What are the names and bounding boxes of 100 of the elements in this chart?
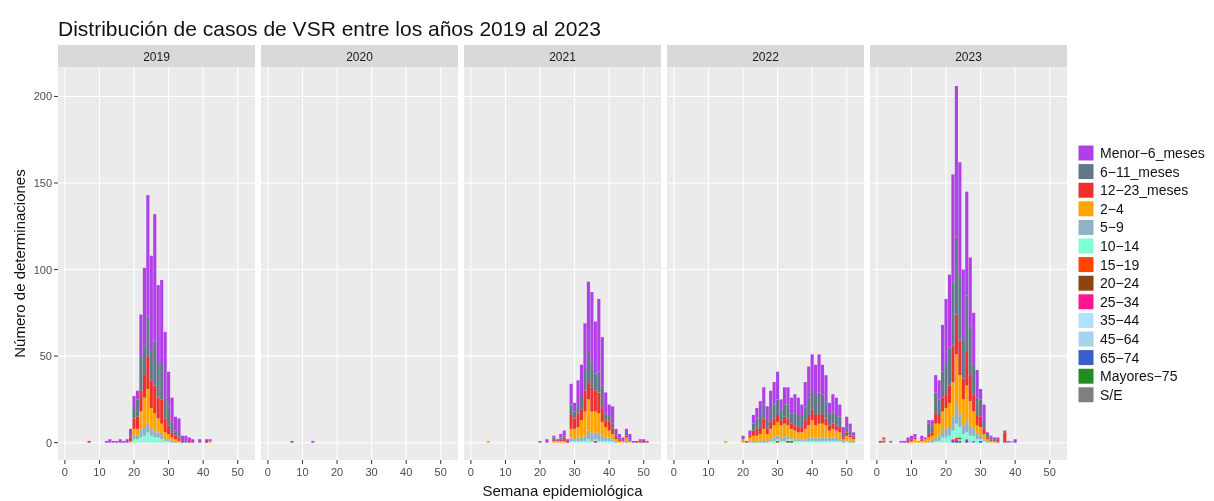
bar [569, 404, 573, 415]
x-tick-label: 10 [296, 466, 309, 478]
bar [135, 428, 140, 436]
bar [947, 435, 952, 443]
bar [820, 414, 825, 424]
bar [927, 423, 931, 435]
bar [607, 421, 611, 431]
bar [965, 432, 969, 440]
bar [793, 394, 797, 414]
x-tick-label: 20 [939, 466, 953, 478]
bar [834, 397, 838, 415]
bar [979, 416, 983, 428]
bar [975, 369, 979, 398]
legend-label: 25−34 [1100, 293, 1140, 310]
bar [817, 392, 821, 414]
bar [772, 418, 776, 426]
bar [604, 392, 608, 414]
bar [593, 411, 597, 433]
bar [600, 435, 604, 441]
bar [934, 392, 938, 414]
bar [793, 425, 797, 431]
bar [930, 420, 934, 426]
chart-subtitle: 2021 [549, 50, 577, 64]
bar [149, 428, 153, 436]
y-tick-label: 100 [33, 263, 52, 276]
bar [982, 404, 986, 422]
text: Distribución de casos de VSR entre los años 2019 al 2023 [58, 17, 601, 40]
x-tick-label: 30 [568, 466, 581, 478]
legend-label: Menor−6_meses [1100, 145, 1205, 161]
bar [576, 413, 580, 428]
bar [807, 414, 811, 426]
bar [132, 418, 136, 429]
y-tick-label: 50 [39, 350, 52, 363]
bar [965, 385, 969, 421]
y-tick-label: 0 [45, 436, 52, 449]
bar [779, 425, 783, 438]
x-tick-label: 50 [434, 466, 447, 478]
x-tick-label: 20 [736, 466, 750, 478]
bar [817, 413, 821, 424]
legend-label: Mayores−75 [1100, 368, 1178, 385]
bar [810, 409, 814, 421]
legend-label: 2−4 [1100, 200, 1124, 217]
bar [132, 395, 136, 409]
legend-label: 10−14 [1100, 238, 1140, 254]
bar [796, 397, 800, 415]
x-tick-label: 30 [365, 466, 378, 478]
x-tick-label: 30 [162, 466, 175, 478]
bar [139, 437, 143, 443]
bar [810, 420, 814, 438]
x-tick-label: 50 [1043, 466, 1056, 478]
bar [831, 411, 835, 424]
bar [593, 390, 597, 412]
bar [930, 425, 934, 433]
bar [769, 421, 773, 429]
x-tick-label: 50 [840, 466, 853, 478]
bar [604, 413, 608, 421]
bar [937, 414, 941, 424]
x-tick-label: 10 [499, 466, 512, 478]
bar [803, 428, 807, 440]
bar [765, 428, 769, 435]
y-axis-title: Número de determinaciones [11, 169, 28, 358]
legend-label: 5−9 [1100, 219, 1124, 236]
bar [755, 435, 759, 441]
bar [562, 430, 566, 436]
bar [824, 418, 828, 426]
bar [982, 421, 986, 429]
x-tick-label: 0 [873, 466, 880, 478]
bar [611, 406, 615, 424]
y-tick-label: 150 [33, 177, 52, 189]
bar [796, 414, 800, 428]
x-tick-label: 40 [197, 466, 210, 478]
bar [979, 399, 983, 417]
bar [838, 416, 842, 428]
bar [782, 423, 787, 438]
bar [579, 395, 584, 410]
chart-subtitle: 2023 [955, 50, 983, 64]
bar [139, 428, 143, 438]
x-tick-label: 10 [702, 466, 715, 478]
bar [191, 439, 195, 443]
y-tick-label: 200 [33, 90, 52, 103]
bar [968, 435, 972, 441]
chart-subtitle: 2019 [143, 50, 171, 64]
x-tick-label: 50 [231, 466, 244, 478]
x-tick-label: 0 [467, 466, 474, 478]
bar [824, 425, 828, 438]
legend-label: 12−23_meses [1100, 182, 1189, 199]
bar [762, 428, 766, 440]
bar [545, 439, 549, 443]
bar [817, 354, 821, 393]
bar [142, 435, 146, 443]
bar [198, 439, 202, 443]
x-tick-label: 40 [603, 466, 616, 478]
bar [827, 425, 831, 431]
bar [755, 418, 759, 429]
x-tick-label: 0 [61, 466, 68, 478]
bar [944, 437, 948, 443]
bar [834, 414, 838, 426]
bar [831, 394, 835, 412]
x-tick-label: 10 [905, 466, 918, 478]
chart-subtitle: 2022 [752, 50, 780, 64]
